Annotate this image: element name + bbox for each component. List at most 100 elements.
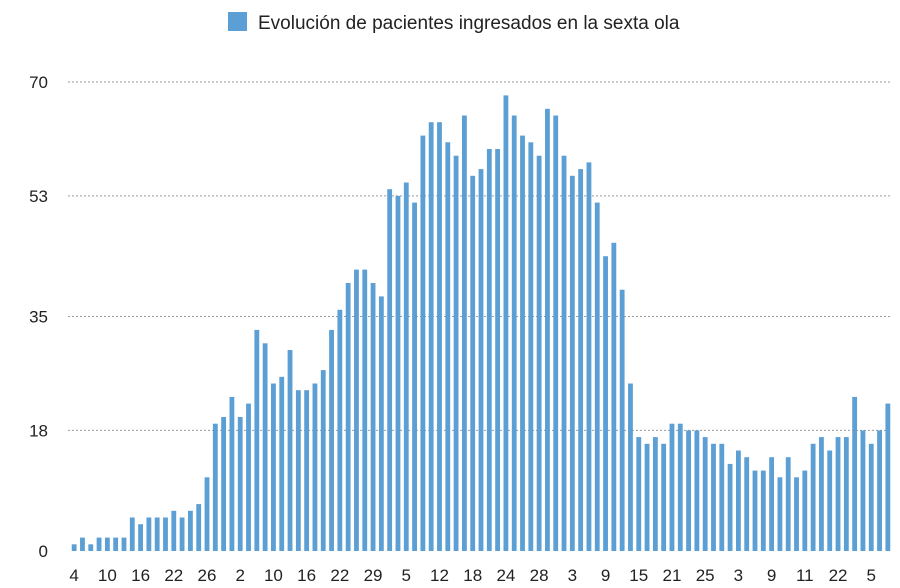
- bar: [636, 437, 642, 551]
- bar: [196, 504, 202, 551]
- bar: [470, 175, 476, 552]
- bar: [271, 383, 276, 551]
- bar: [852, 396, 858, 551]
- bar: [395, 195, 401, 551]
- bar: [179, 517, 185, 551]
- bar: [819, 437, 824, 551]
- bar: [445, 142, 451, 552]
- bar: [221, 417, 227, 551]
- bar: [802, 470, 808, 551]
- x-tick-label: 29: [364, 566, 383, 585]
- x-tick-label: 15: [629, 566, 648, 585]
- bar: [420, 135, 426, 551]
- bar: [686, 430, 691, 551]
- bar: [669, 423, 675, 551]
- bar: [163, 517, 168, 551]
- bar: [362, 269, 368, 551]
- bar: [204, 477, 210, 551]
- bar: [320, 370, 326, 551]
- bar: [154, 517, 160, 551]
- x-tick-label: 11: [796, 566, 814, 585]
- x-tick-label: 22: [829, 566, 848, 585]
- y-tick-label: 18: [29, 421, 48, 440]
- bar: [868, 443, 874, 551]
- bar: [810, 443, 816, 551]
- bar: [113, 537, 119, 551]
- bar: [860, 430, 866, 551]
- bar: [329, 329, 334, 551]
- bar: [354, 269, 359, 551]
- bar: [71, 544, 77, 551]
- bar: [279, 376, 285, 551]
- legend: Evolución de pacientes ingresados en la …: [228, 12, 680, 34]
- x-tick-label: 5: [402, 566, 411, 585]
- x-tick-label: 3: [568, 566, 577, 585]
- bar: [453, 155, 459, 551]
- x-tick-label: 25: [696, 566, 715, 585]
- bar: [603, 256, 608, 551]
- bar: [403, 182, 409, 551]
- bar: [769, 457, 775, 551]
- x-tick-label: 26: [198, 566, 217, 585]
- x-tick-label: 10: [264, 566, 283, 585]
- x-tick-label: 2: [235, 566, 244, 585]
- bar: [254, 329, 260, 551]
- bar: [461, 115, 467, 551]
- bar: [129, 517, 135, 551]
- x-tick-label: 16: [131, 566, 150, 585]
- bar: [760, 470, 766, 551]
- legend-label: Evolución de pacientes ingresados en la …: [258, 13, 680, 34]
- bar: [88, 544, 94, 551]
- bar: [594, 202, 600, 551]
- bar: [146, 517, 152, 551]
- bar: [536, 155, 542, 551]
- bar: [619, 289, 625, 551]
- bar: [503, 95, 509, 552]
- bar: [661, 443, 667, 551]
- bar: [752, 470, 758, 551]
- bar: [486, 149, 492, 551]
- bar: [378, 296, 384, 551]
- bar: [719, 443, 725, 551]
- bar: [702, 437, 708, 551]
- bar: [370, 283, 376, 551]
- x-tick-label: 24: [496, 566, 515, 585]
- bar: [428, 122, 434, 551]
- x-axis-ticks: 4 10 16 22 26 2 10 16 22 29 5 12 18 24 28 3 9 15 21 25 3 9 11 2…: [69, 566, 876, 585]
- bar: [212, 423, 218, 551]
- bar: [569, 175, 575, 552]
- y-axis-ticks: 0 18 35 53 70: [29, 73, 48, 561]
- bar: [777, 477, 783, 551]
- x-tick-label: 12: [430, 566, 449, 585]
- bar: [237, 417, 243, 551]
- x-tick-label: 4: [69, 566, 78, 585]
- x-tick-label: 21: [663, 566, 682, 585]
- bar: [495, 149, 501, 551]
- legend-swatch: [228, 12, 247, 31]
- bar: [553, 115, 559, 551]
- bar: [478, 169, 484, 551]
- bar: [586, 162, 592, 551]
- bar: [794, 477, 799, 551]
- bar: [262, 343, 268, 551]
- bar: [827, 450, 833, 551]
- x-tick-label: 28: [530, 566, 549, 585]
- y-tick-label: 0: [39, 542, 48, 561]
- x-tick-label: 22: [330, 566, 349, 585]
- bar: [287, 350, 293, 551]
- bar: [877, 430, 882, 551]
- bar: [561, 155, 567, 551]
- bar: [611, 242, 617, 552]
- bar: [246, 403, 251, 551]
- gridlines: [68, 81, 890, 431]
- bars: [71, 95, 891, 552]
- bar: [121, 537, 127, 551]
- bar: [304, 390, 310, 551]
- bar: [138, 524, 143, 551]
- bar: [511, 115, 517, 551]
- bar: [628, 383, 633, 551]
- x-tick-label: 18: [463, 566, 482, 585]
- y-tick-label: 35: [29, 308, 48, 327]
- bar: [295, 390, 301, 551]
